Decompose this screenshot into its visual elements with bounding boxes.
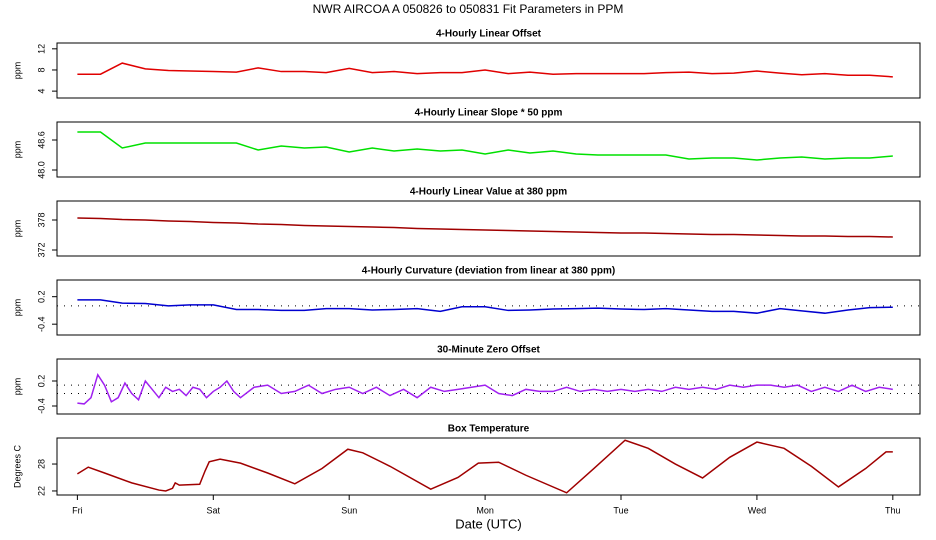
figure-title: NWR AIRCOA A 050826 to 050831 Fit Parame… [313, 2, 624, 16]
y-tick-label: -0.4 [36, 316, 46, 332]
x-tick-label: Tue [613, 505, 628, 515]
y-tick-label: 0.2 [36, 375, 46, 388]
panel-title: 4-Hourly Curvature (deviation from linea… [362, 266, 615, 277]
y-tick-label: 48.0 [36, 161, 46, 179]
x-tick-label: Sun [341, 505, 357, 515]
y-tick-label: 372 [36, 242, 46, 257]
y-axis-label: ppm [12, 299, 22, 317]
panel-frame [56, 42, 921, 99]
x-axis-label: Date (UTC) [455, 516, 521, 531]
data-line [77, 62, 893, 78]
data-line [77, 131, 893, 161]
y-tick-label: 4 [36, 89, 46, 94]
y-tick-label: 12 [36, 44, 46, 54]
panel-title: Box Temperature [448, 424, 530, 435]
y-axis-label: ppm [12, 220, 22, 238]
panel-title: 30-Minute Zero Offset [437, 345, 540, 356]
y-tick-label: 48.6 [36, 131, 46, 149]
x-tick-label: Fri [72, 505, 83, 515]
x-tick-label: Sat [207, 505, 221, 515]
y-axis-label: Degrees C [12, 444, 22, 488]
data-line [77, 217, 893, 238]
data-line [77, 372, 893, 405]
x-tick-label: Wed [748, 505, 766, 515]
y-axis-label: ppm [12, 141, 22, 159]
panel-title: 4-Hourly Linear Value at 380 ppm [410, 187, 567, 198]
y-tick-label: 0.2 [36, 290, 46, 303]
panel-frame [56, 437, 921, 496]
data-line [77, 299, 893, 314]
y-tick-label: 8 [36, 67, 46, 72]
panel-title: 4-Hourly Linear Offset [436, 29, 542, 40]
y-axis-label: ppm [12, 378, 22, 396]
panel-title: 4-Hourly Linear Slope * 50 ppm [415, 108, 563, 119]
panel-frame [56, 121, 921, 178]
y-tick-label: 28 [36, 459, 46, 469]
y-tick-label: -0.4 [36, 398, 46, 414]
panel-frame [56, 279, 921, 336]
y-tick-label: 22 [36, 486, 46, 496]
x-tick-label: Thu [885, 505, 901, 515]
panel-frame [56, 200, 921, 257]
panel-frame [56, 358, 921, 415]
x-tick-label: Mon [476, 505, 494, 515]
y-axis-label: ppm [12, 62, 22, 80]
y-tick-label: 378 [36, 212, 46, 227]
data-line [76, 439, 893, 494]
